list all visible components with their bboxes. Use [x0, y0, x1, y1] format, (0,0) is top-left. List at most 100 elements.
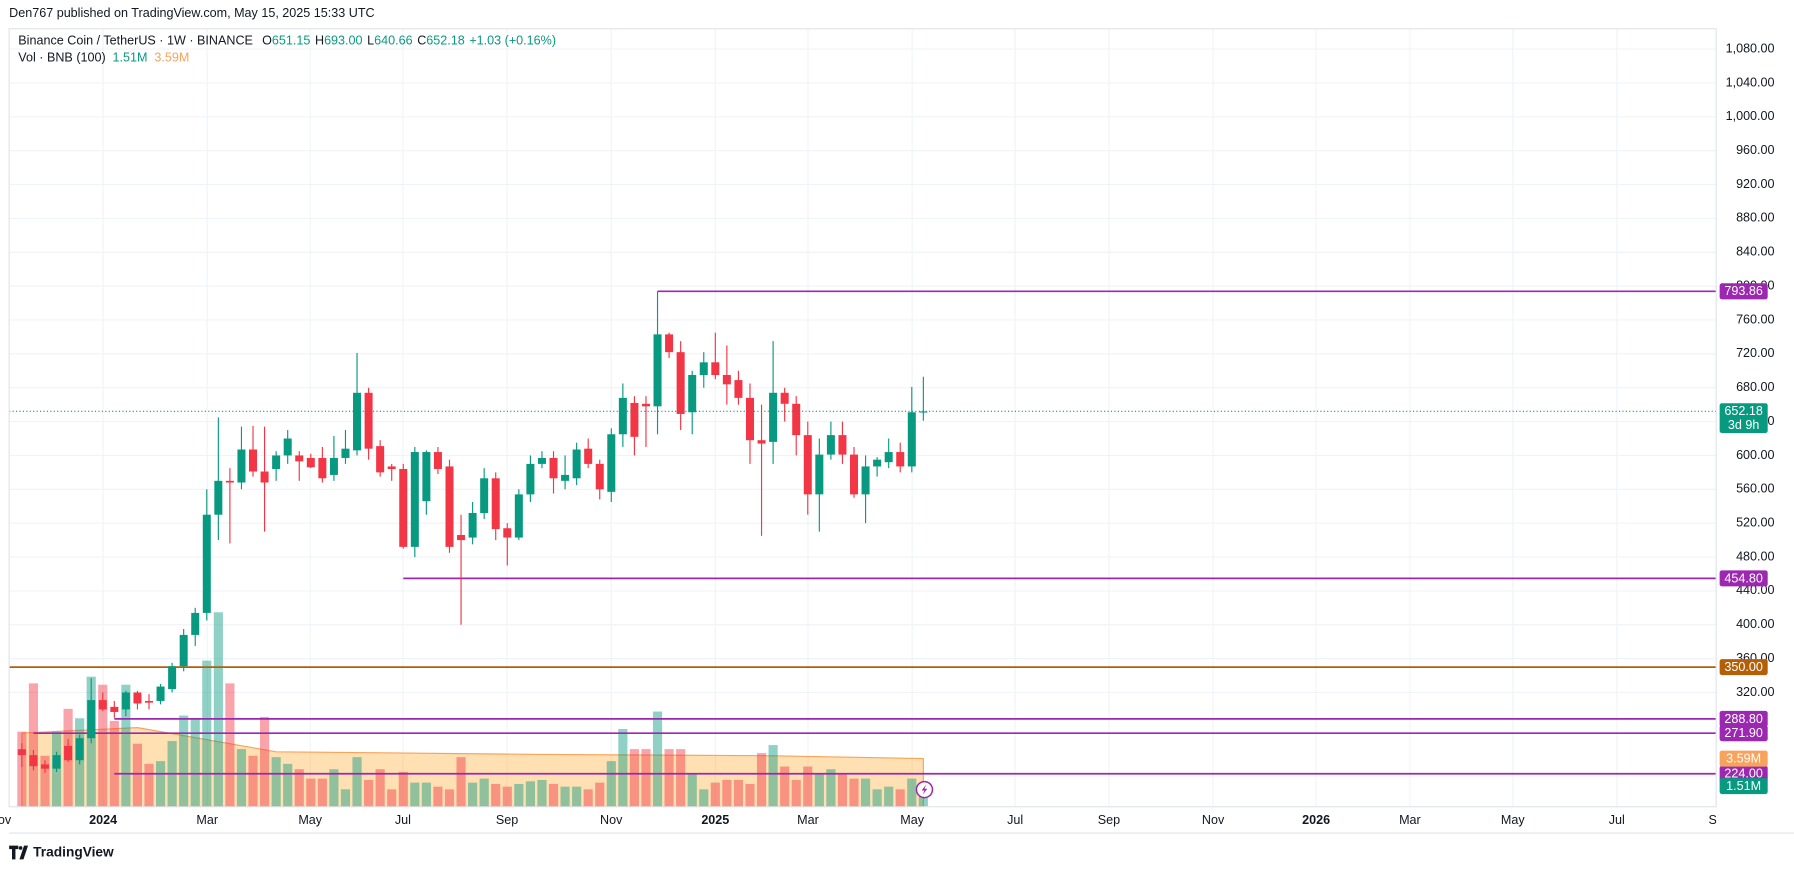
- published-note: Den767 published on TradingView.com, May…: [9, 6, 374, 20]
- y-tick-label: 320.00: [1736, 685, 1774, 699]
- volume-title: Vol · BNB (100): [18, 51, 105, 65]
- volume-bar: [456, 757, 466, 807]
- volume-bar: [132, 743, 143, 807]
- candle-body: [191, 612, 200, 635]
- volume-bar: [884, 786, 894, 807]
- volume-bar: [155, 761, 166, 807]
- volume-bar: [375, 769, 385, 807]
- candle-body: [907, 412, 916, 467]
- volume-bar: [271, 757, 281, 807]
- candle-body: [133, 692, 142, 704]
- y-tick-label: 920.00: [1736, 177, 1774, 191]
- volume-bar: [525, 781, 535, 807]
- candle-body: [861, 466, 870, 495]
- candle-body: [353, 392, 362, 451]
- level-label-bg: [1719, 570, 1768, 587]
- level-label-bg: [1719, 710, 1768, 727]
- candle-body: [896, 452, 905, 467]
- candle-body: [491, 478, 500, 530]
- x-tick-label: Jul: [1007, 813, 1023, 827]
- candle-body: [29, 755, 38, 767]
- ohlc-key: O: [262, 34, 272, 48]
- candle-body: [884, 452, 893, 463]
- lightning-icon[interactable]: [915, 780, 934, 799]
- candle-body: [503, 528, 512, 538]
- symbol-legend: Binance Coin / TetherUS · 1W · BINANCE O6…: [18, 34, 556, 48]
- volume-bar: [121, 684, 131, 807]
- candle-body: [850, 454, 859, 495]
- candle-body: [318, 457, 327, 479]
- y-tick-label: 880.00: [1736, 211, 1774, 225]
- candle-body: [803, 435, 812, 495]
- candle-body: [919, 411, 928, 413]
- candle-body: [202, 514, 211, 613]
- volume-bar: [756, 753, 767, 807]
- volume-bar: [225, 683, 235, 807]
- y-tick-label: 960.00: [1736, 143, 1774, 157]
- candle-body: [561, 474, 570, 481]
- x-tick-label: 2024: [89, 813, 117, 827]
- volume-bar: [190, 718, 200, 807]
- volume-bar: [560, 786, 570, 807]
- candle-body: [711, 362, 720, 376]
- candle-body: [745, 397, 754, 441]
- brand-logo[interactable]: [9, 845, 29, 860]
- candle-body: [249, 449, 258, 472]
- ohlc-key: H: [315, 34, 324, 48]
- volume-bar: [28, 683, 39, 807]
- volume-bar: [733, 779, 744, 807]
- volume-bar: [144, 763, 154, 807]
- volume-bar: [17, 731, 27, 807]
- volume-ma-value: 3.59M: [154, 51, 189, 65]
- candle-body: [399, 468, 408, 547]
- candle-body: [641, 403, 650, 407]
- candle-body: [40, 764, 49, 769]
- brand-name[interactable]: TradingView: [33, 845, 114, 860]
- level-label: 350.00: [1724, 660, 1762, 674]
- candle-body: [792, 403, 801, 436]
- x-tick-label: Mar: [1399, 813, 1421, 827]
- candle-body: [121, 692, 130, 710]
- candle-body: [341, 448, 350, 458]
- candle-body: [52, 755, 61, 769]
- candle-body: [676, 352, 685, 414]
- volume-bar: [780, 766, 790, 807]
- candle-body: [98, 700, 107, 710]
- volume-bar: [745, 783, 755, 807]
- last-price-label-bg: [1719, 403, 1768, 434]
- volume-bar: [537, 779, 547, 807]
- volume-label-bg: [1719, 778, 1768, 795]
- volume-bar: [236, 749, 247, 807]
- x-tick-label: Sep: [496, 813, 518, 827]
- volume-bar: [468, 782, 478, 807]
- volume-bar: [179, 715, 189, 807]
- level-label: 454.80: [1724, 571, 1762, 585]
- ohlc-value: 693.00: [324, 34, 362, 48]
- volume-bar: [849, 778, 859, 807]
- volume-ma-label-bg: [1719, 750, 1768, 767]
- candle-body: [688, 375, 697, 413]
- candle-body: [422, 452, 431, 502]
- candle-body: [873, 459, 882, 467]
- volume-bar: [837, 774, 848, 807]
- volume-bar: [907, 778, 917, 807]
- candle-body: [780, 392, 789, 404]
- level-label: 224.00: [1724, 767, 1762, 781]
- volume-bar: [479, 778, 489, 807]
- candle-body: [364, 392, 373, 449]
- candle-body: [433, 452, 442, 469]
- candle-body: [769, 392, 778, 442]
- volume-bar: [364, 779, 374, 807]
- x-tick-label: May: [900, 813, 924, 827]
- y-tick-label: 560.00: [1736, 482, 1774, 496]
- candle-body: [468, 513, 477, 538]
- volume-bar: [433, 786, 443, 807]
- candle-body: [387, 466, 396, 469]
- candle-body: [64, 745, 73, 761]
- volume-bar: [352, 757, 362, 807]
- volume-bar: [872, 789, 882, 807]
- y-tick-label: 840.00: [1736, 245, 1774, 259]
- candle-body: [838, 435, 847, 455]
- candle-body: [376, 446, 385, 473]
- x-tick-label: Mar: [196, 813, 218, 827]
